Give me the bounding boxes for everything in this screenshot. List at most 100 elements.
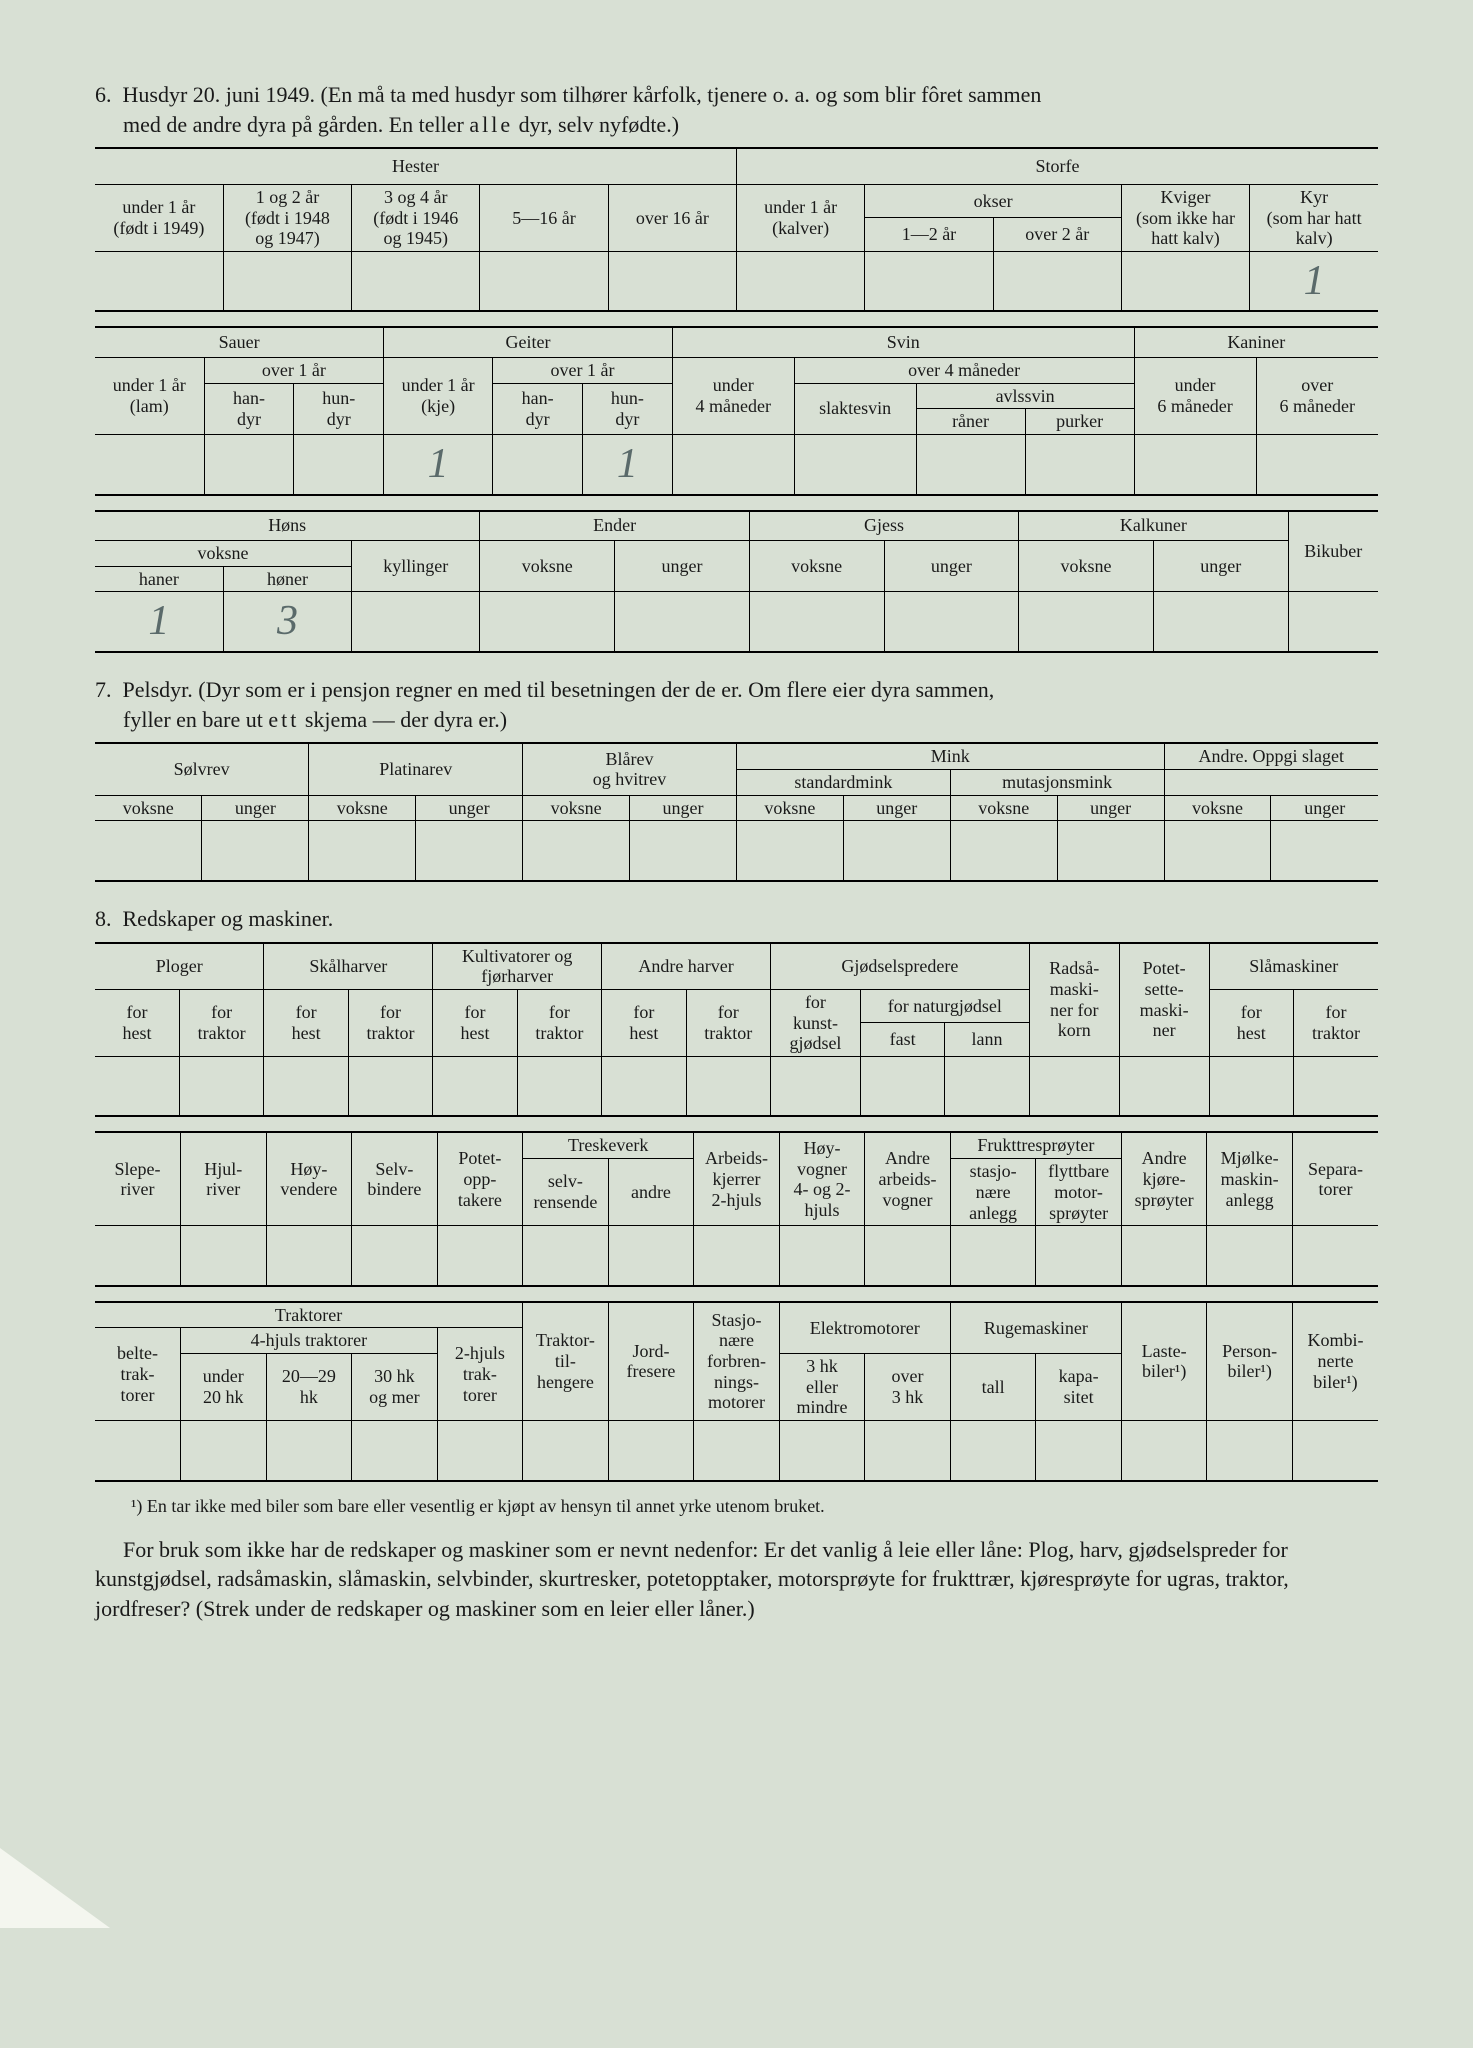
- hdr-storfe: Storfe: [736, 148, 1378, 184]
- forkunst: for kunst- gjødsel: [771, 989, 861, 1056]
- separa: Separa- torer: [1292, 1132, 1378, 1225]
- mutmink: mutasjonsmink: [950, 769, 1164, 795]
- sleperiver: Slepe- river: [95, 1132, 181, 1225]
- c3a: 3 og 4 år: [384, 187, 447, 207]
- val-kje: 1: [384, 435, 493, 495]
- p-v2: voksne: [309, 795, 416, 821]
- c6a: under 1 år: [764, 197, 837, 217]
- traktorer: Traktorer: [95, 1302, 523, 1328]
- hjulriver: Hjul- river: [181, 1132, 267, 1225]
- p-u5: unger: [1057, 795, 1164, 821]
- table-pelsdyr: Sølvrev Platinarev Blårev og hvitrev Min…: [95, 742, 1378, 882]
- c6b: (kalver): [772, 218, 829, 238]
- fast: fast: [860, 1023, 944, 1057]
- p-t: for traktor: [179, 989, 263, 1056]
- mink: Mink: [736, 743, 1164, 769]
- flyttbare: flyttbare motor- sprøyter: [1036, 1159, 1122, 1226]
- andre-pels: Andre. Oppgi slaget: [1164, 743, 1378, 769]
- table-hons: Høns Ender Gjess Kalkuner Bikuber voksne…: [95, 510, 1378, 653]
- tohjul: 2-hjuls trak- torer: [437, 1328, 523, 1421]
- hdr-gjess: Gjess: [749, 511, 1018, 541]
- c5: over 16 år: [608, 184, 736, 251]
- section6-num: 6.: [95, 82, 112, 107]
- c2a: 1 og 2 år: [256, 187, 319, 207]
- kyllinger: kyllinger: [352, 541, 480, 592]
- c9b: (som ikke har: [1136, 208, 1235, 228]
- gjodsel: Gjødselspredere: [771, 943, 1030, 990]
- andrekjore: Andre kjøre- sprøyter: [1121, 1132, 1207, 1225]
- c7: 1—2 år: [865, 218, 993, 252]
- c4: 5—16 år: [480, 184, 608, 251]
- c3b: (født i 1946: [373, 208, 458, 228]
- section7-text2: fyller en bare ut: [123, 707, 268, 732]
- sau-handyr: han- dyr: [204, 383, 294, 434]
- hdr-ender: Ender: [480, 511, 749, 541]
- tall: tall: [950, 1354, 1036, 1421]
- c10c: kalv): [1296, 228, 1333, 248]
- selvbindere: Selv- bindere: [352, 1132, 438, 1225]
- solvrev: Sølvrev: [95, 743, 309, 795]
- ender-voksne: voksne: [480, 541, 615, 592]
- treskeverk: Treskeverk: [523, 1132, 694, 1158]
- fornatur: for naturgjødsel: [860, 989, 1029, 1023]
- kan-o6: over 6 måneder: [1256, 357, 1378, 434]
- u1lam-b: (lam): [130, 396, 169, 416]
- hdr-bikuber: Bikuber: [1288, 511, 1378, 592]
- section7-spaced: ett: [268, 707, 299, 732]
- arbeidskj: Arbeids- kjerrer 2-hjuls: [694, 1132, 780, 1225]
- p-v4: voksne: [736, 795, 843, 821]
- avlssvin: avlssvin: [916, 383, 1134, 409]
- hdr-kaniner: Kaniner: [1134, 327, 1378, 357]
- selvrens: selv- rensende: [523, 1159, 609, 1226]
- platinarev: Platinarev: [309, 743, 523, 795]
- val-geit-hun: 1: [582, 435, 672, 495]
- purker: purker: [1025, 409, 1134, 435]
- sl-t: for traktor: [1293, 989, 1378, 1056]
- slamask: Slåmaskiner: [1209, 943, 1378, 990]
- e-u3: 3 hk eller mindre: [779, 1354, 865, 1421]
- kalk-voksne: voksne: [1019, 541, 1154, 592]
- blarev: Blårev og hvitrev: [523, 743, 737, 795]
- k-h: for hest: [433, 989, 517, 1056]
- kapasitet: kapa- sitet: [1036, 1354, 1122, 1421]
- section8-heading: 8. Redskaper og maskiner.: [95, 904, 1378, 934]
- sau-hundyr: hun- dyr: [294, 383, 384, 434]
- section7-num: 7.: [95, 677, 112, 702]
- val-honer: 3: [223, 592, 351, 652]
- m20-29: 20—29 hk: [266, 1354, 352, 1421]
- c8: over 2 år: [993, 218, 1121, 252]
- elektro: Elektromotorer: [779, 1302, 950, 1354]
- slaktesvin: slaktesvin: [794, 383, 916, 434]
- table-redskaper-2: Slepe- river Hjul- river Høy- vendere Se…: [95, 1131, 1378, 1286]
- footnote-1: ¹) En tar ikke med biler som bare eller …: [95, 1496, 1378, 1517]
- jordfres: Jord- fresere: [608, 1302, 694, 1421]
- geit-handyr: han- dyr: [493, 383, 583, 434]
- hdr-sauer: Sauer: [95, 327, 384, 357]
- ruge: Rugemaskiner: [950, 1302, 1121, 1354]
- c1b: (født i 1949): [113, 218, 204, 238]
- section7-text1: Pelsdyr. (Dyr som er i pensjon regner en…: [123, 677, 995, 702]
- u1kje-b: (kje): [421, 396, 455, 416]
- c9c: hatt kalv): [1151, 228, 1219, 248]
- closing-text: For bruk som ikke har de redskaper og ma…: [95, 1535, 1378, 1624]
- section7-text3: skjema — der dyra er.): [299, 707, 507, 732]
- potet: Potet- sette- maski- ner: [1119, 943, 1209, 1057]
- ender-unger: unger: [615, 541, 750, 592]
- c1a: under 1 år: [122, 197, 195, 217]
- stasjmotor: Stasjo- nære forbren- nings- motorer: [694, 1302, 780, 1421]
- fruktspr: Frukttresprøyter: [950, 1132, 1121, 1158]
- hoyvendere: Høy- vendere: [266, 1132, 352, 1225]
- belte: belte- trak- torer: [95, 1328, 181, 1421]
- hdr-hons: Høns: [95, 511, 480, 541]
- hoyvogner: Høy- vogner 4- og 2- hjuls: [779, 1132, 865, 1225]
- honer: høner: [223, 566, 351, 592]
- e-o3: over 3 hk: [865, 1354, 951, 1421]
- svin-u4m: under 4 måneder: [672, 357, 794, 434]
- section6-text2: med de andre dyra på gården. En teller: [123, 112, 469, 137]
- kalk-unger: unger: [1153, 541, 1288, 592]
- okser: okser: [865, 184, 1122, 218]
- sl-h: for hest: [1209, 989, 1293, 1056]
- andrearbv: Andre arbeids- vogner: [865, 1132, 951, 1225]
- mjolke: Mjølke- maskin- anlegg: [1207, 1132, 1293, 1225]
- andre-t: andre: [608, 1159, 694, 1226]
